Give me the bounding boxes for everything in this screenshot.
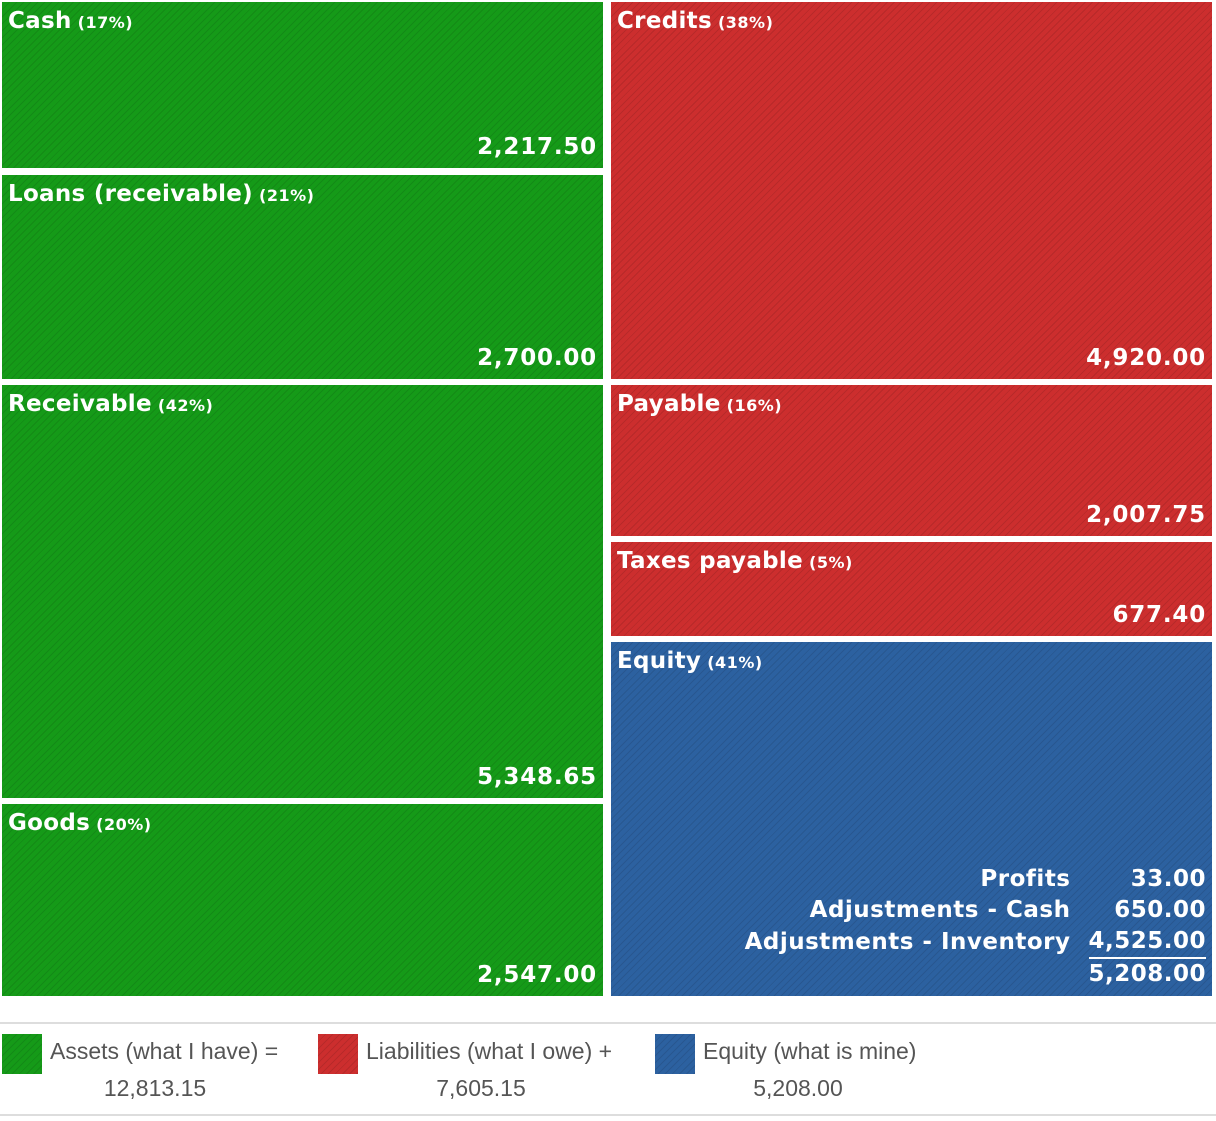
- block-label: Credits: [617, 8, 712, 34]
- block-label: Payable: [617, 391, 721, 417]
- legend-total-assets: 12,813.15: [103, 1075, 207, 1101]
- legend-swatch-assets: [2, 1034, 42, 1074]
- equity-row-label: Profits: [980, 866, 1071, 892]
- block-percent: (42%): [157, 396, 214, 415]
- legend-top-rule: [0, 1022, 1216, 1024]
- block-title: Taxes payable (5%): [617, 548, 853, 574]
- block-label: Equity: [617, 648, 702, 674]
- legend-label-liabilities: Liabilities (what I owe) +: [366, 1038, 613, 1064]
- equity-row: Adjustments - Cash 650.00: [745, 895, 1206, 926]
- block-value: 2,700.00: [477, 345, 597, 371]
- block-percent: (17%): [77, 13, 134, 32]
- treemap-block-payable: Payable (16%) 2,007.75: [611, 385, 1212, 536]
- equity-total-row: 5,208.00: [745, 957, 1206, 990]
- equity-row-label: Adjustments - Inventory: [744, 928, 1071, 955]
- block-value: 2,547.00: [477, 962, 597, 988]
- treemap-block-receivable: Receivable (42%) 5,348.65: [2, 385, 603, 798]
- block-percent: (20%): [96, 815, 152, 834]
- treemap-block-credits: Credits (38%) 4,920.00: [611, 2, 1212, 379]
- equity-breakdown-table: Profits 33.00 Adjustments - Cash 650.00 …: [745, 864, 1206, 990]
- block-value: 2,007.75: [1086, 502, 1206, 528]
- equity-row: Adjustments - Inventory 4,525.00: [745, 926, 1206, 958]
- block-value: 5,348.65: [477, 764, 597, 790]
- block-label: Goods: [8, 810, 91, 836]
- equity-row: Profits 33.00: [745, 864, 1206, 895]
- equity-total-value: 5,208.00: [1088, 957, 1206, 990]
- block-label: Cash: [8, 8, 72, 34]
- block-percent: (16%): [726, 396, 783, 415]
- legend-label-assets: Assets (what I have) =: [50, 1038, 279, 1064]
- treemap-block-cash: Cash (17%) 2,217.50: [2, 2, 603, 168]
- block-percent: (38%): [717, 13, 774, 32]
- block-title: Goods (20%): [8, 810, 152, 836]
- block-title: Cash (17%): [8, 8, 133, 34]
- treemap-block-goods: Goods (20%) 2,547.00: [2, 804, 603, 996]
- block-label: Receivable: [8, 391, 152, 417]
- equity-row-value: 4,525.00: [1088, 928, 1206, 954]
- block-percent: (5%): [809, 553, 853, 572]
- legend-swatch-equity: [655, 1034, 695, 1074]
- block-title: Receivable (42%): [8, 391, 213, 417]
- block-label: Taxes payable: [617, 548, 804, 574]
- legend-total-liabilities: 7,605.15: [436, 1075, 526, 1101]
- block-percent: (21%): [259, 186, 315, 205]
- block-value: 4,920.00: [1086, 345, 1206, 371]
- block-value: 2,217.50: [477, 134, 597, 160]
- block-title: Equity (41%): [617, 648, 763, 674]
- legend-bottom-rule: [0, 1114, 1216, 1116]
- block-title: Loans (receivable) (21%): [8, 181, 314, 207]
- block-value: 677.40: [1112, 602, 1206, 628]
- equity-row-value: 33.00: [1130, 866, 1206, 892]
- block-title: Credits (38%): [617, 8, 773, 34]
- equity-row-label: Adjustments - Cash: [809, 897, 1071, 923]
- treemap-block-equity: Equity (41%) Profits 33.00 Adjustments - …: [611, 642, 1212, 996]
- legend-label-equity: Equity (what is mine): [703, 1038, 917, 1064]
- treemap-block-taxes-payable: Taxes payable (5%) 677.40: [611, 542, 1212, 636]
- treemap-block-loans: Loans (receivable) (21%) 2,700.00: [2, 175, 603, 379]
- block-label: Loans (receivable): [8, 181, 253, 207]
- block-percent: (41%): [707, 653, 763, 672]
- equity-row-value: 650.00: [1114, 897, 1206, 923]
- legend-total-equity: 5,208.00: [753, 1075, 843, 1101]
- legend-swatch-liabilities: [318, 1034, 358, 1074]
- block-title: Payable (16%): [617, 391, 782, 417]
